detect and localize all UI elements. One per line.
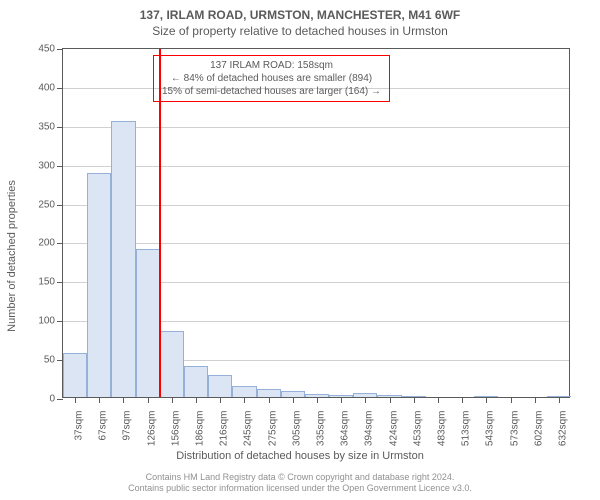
x-tick-label: 126sqm xyxy=(146,403,157,447)
chart-container: 137, IRLAM ROAD, URMSTON, MANCHESTER, M4… xyxy=(0,0,600,500)
annotation-line-1: ← 84% of detached houses are smaller (89… xyxy=(162,72,381,85)
x-tick-label: 394sqm xyxy=(364,403,375,447)
chart-title-main: 137, IRLAM ROAD, URMSTON, MANCHESTER, M4… xyxy=(0,0,600,22)
x-axis-label: Distribution of detached houses by size … xyxy=(0,450,600,462)
x-tick-label: 543sqm xyxy=(485,403,496,447)
x-tick-label: 573sqm xyxy=(509,403,520,447)
x-tick-label: 424sqm xyxy=(388,403,399,447)
y-tick-label: 50 xyxy=(44,355,63,366)
y-tick-label: 200 xyxy=(38,238,63,249)
annotation-line-2: 15% of semi-detached houses are larger (… xyxy=(162,85,381,98)
histogram-bar xyxy=(136,249,160,397)
histogram-bar xyxy=(184,366,208,397)
y-tick-label: 0 xyxy=(49,394,63,405)
y-tick-label: 300 xyxy=(38,160,63,171)
footer-line-2: Contains public sector information licen… xyxy=(0,483,600,494)
x-tick-label: 632sqm xyxy=(557,403,568,447)
y-tick-label: 100 xyxy=(38,316,63,327)
y-tick-label: 250 xyxy=(38,199,63,210)
y-tick-label: 450 xyxy=(38,44,63,55)
footer-line-1: Contains HM Land Registry data © Crown c… xyxy=(0,472,600,483)
x-tick-label: 275sqm xyxy=(267,403,278,447)
y-tick-label: 400 xyxy=(38,82,63,93)
grid-line xyxy=(63,166,569,167)
x-tick-label: 364sqm xyxy=(340,403,351,447)
grid-line xyxy=(63,205,569,206)
histogram-bar xyxy=(208,375,232,397)
grid-line xyxy=(63,243,569,244)
annotation-box: 137 IRLAM ROAD: 158sqm← 84% of detached … xyxy=(153,55,390,102)
x-tick-label: 67sqm xyxy=(98,403,109,441)
histogram-bar xyxy=(232,386,256,397)
plot-area: 05010015020025030035040045037sqm67sqm97s… xyxy=(62,48,570,398)
x-tick-label: 186sqm xyxy=(195,403,206,447)
y-axis-label: Number of detached properties xyxy=(6,180,18,332)
x-tick-label: 602sqm xyxy=(533,403,544,447)
x-tick-label: 483sqm xyxy=(436,403,447,447)
x-tick-label: 513sqm xyxy=(461,403,472,447)
histogram-bar xyxy=(63,353,87,397)
x-tick-label: 156sqm xyxy=(170,403,181,447)
x-tick-label: 37sqm xyxy=(74,403,85,441)
y-tick-label: 150 xyxy=(38,277,63,288)
y-tick-label: 350 xyxy=(38,121,63,132)
x-tick-label: 335sqm xyxy=(316,403,327,447)
x-tick-label: 305sqm xyxy=(291,403,302,447)
x-tick-label: 453sqm xyxy=(412,403,423,447)
histogram-bar xyxy=(257,389,281,397)
histogram-bar xyxy=(87,173,111,397)
histogram-bar xyxy=(160,331,184,397)
x-tick-label: 216sqm xyxy=(219,403,230,447)
grid-line xyxy=(63,127,569,128)
x-tick-label: 97sqm xyxy=(122,403,133,441)
footer-credits: Contains HM Land Registry data © Crown c… xyxy=(0,472,600,494)
annotation-line-0: 137 IRLAM ROAD: 158sqm xyxy=(162,59,381,72)
histogram-bar xyxy=(111,121,135,397)
chart-title-sub: Size of property relative to detached ho… xyxy=(0,22,600,38)
x-tick-label: 245sqm xyxy=(243,403,254,447)
